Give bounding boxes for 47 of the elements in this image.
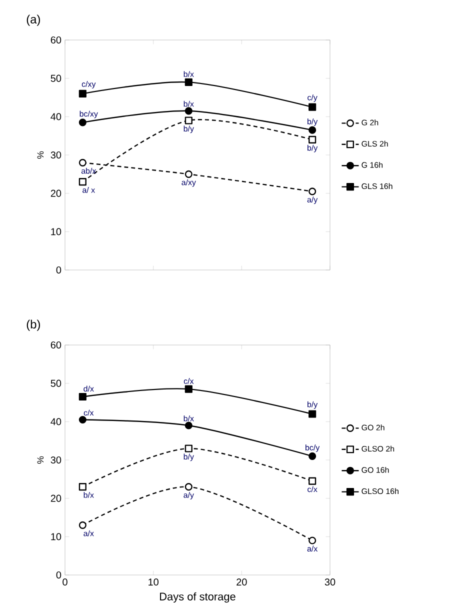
y-tick-label: 40 (50, 113, 62, 120)
point (184, 116, 192, 124)
y-tick-label: 20 (50, 494, 62, 502)
point (78, 90, 86, 98)
point (78, 392, 86, 401)
y-axis-title: % (37, 151, 44, 159)
y-tick-label: 10 (51, 533, 62, 540)
x-axis-title: Days of storage (160, 592, 236, 603)
point (308, 410, 316, 418)
point (78, 521, 86, 529)
y-tick-label: 50 (50, 380, 62, 387)
point (78, 178, 86, 186)
point (184, 483, 192, 491)
point (78, 118, 86, 126)
y-tick-label: 60 (50, 36, 62, 44)
y-tick-label: 40 (50, 418, 62, 426)
point (308, 136, 316, 144)
x-tick-label: 10 (148, 578, 158, 586)
y-tick-label: 30 (50, 151, 62, 159)
point (78, 416, 86, 424)
point (308, 452, 316, 460)
point (308, 477, 316, 485)
point (308, 188, 316, 196)
point (184, 78, 192, 86)
x-tick-label: 0 (62, 578, 68, 586)
point (308, 126, 316, 134)
y-tick-label: 0 (56, 266, 62, 274)
y-tick-label: 50 (50, 74, 62, 82)
y-tick-label: 10 (51, 228, 62, 236)
point (308, 103, 316, 111)
point (78, 158, 86, 166)
point (184, 107, 192, 115)
point (308, 536, 316, 544)
x-tick-label: 20 (236, 578, 247, 586)
y-tick-label: 60 (50, 341, 62, 349)
point (184, 170, 192, 178)
point (184, 444, 192, 452)
y-tick-label: 20 (50, 190, 62, 197)
x-tick-label: 30 (324, 578, 336, 586)
y-tick-label: 0 (56, 571, 62, 579)
point (78, 483, 86, 491)
y-tick-label: 30 (50, 456, 62, 464)
chart-title: (a) (26, 14, 40, 26)
chart-title: (b) (26, 320, 40, 331)
y-axis-title: % (37, 456, 44, 464)
point (184, 385, 192, 393)
point (184, 422, 192, 430)
